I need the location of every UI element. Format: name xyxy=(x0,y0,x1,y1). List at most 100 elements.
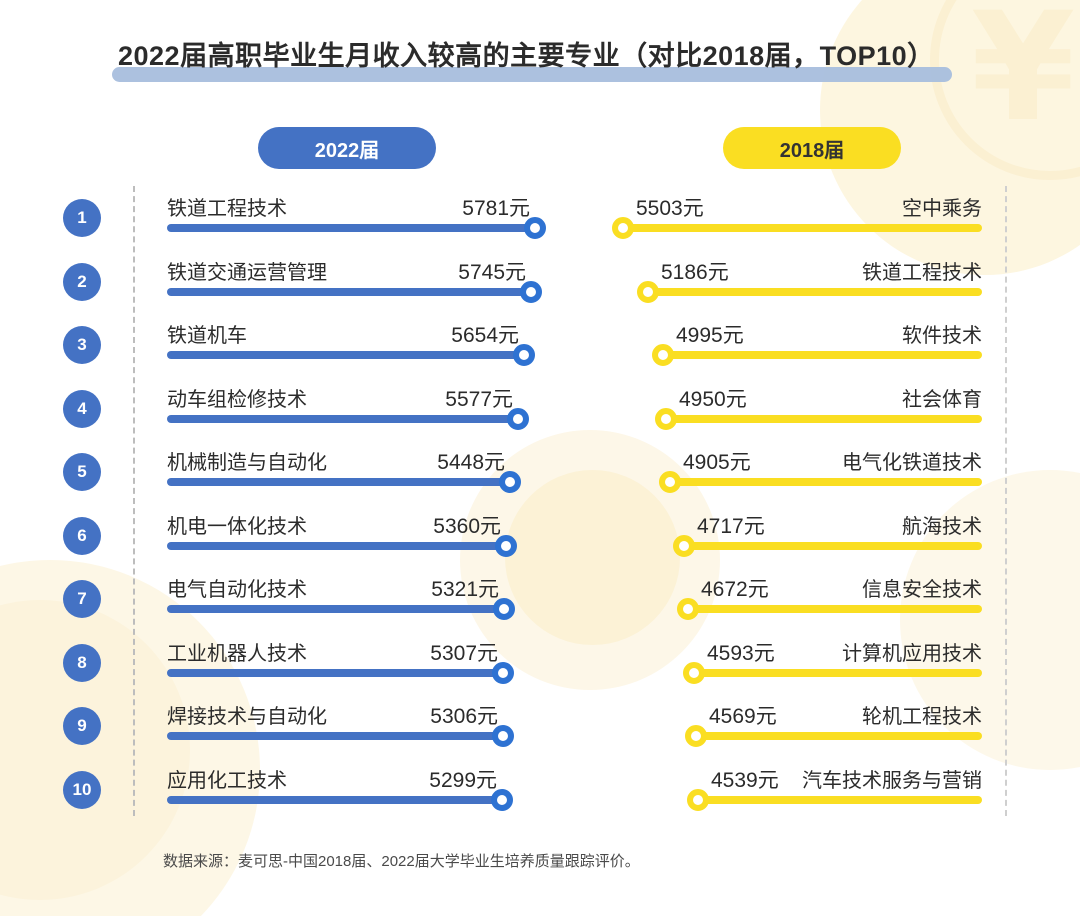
value-label: 4950元 xyxy=(679,387,747,411)
table-row: 3 铁道机车 5654元 xyxy=(0,317,560,379)
value-label: 5186元 xyxy=(661,260,729,284)
bar-endpoint-knob xyxy=(491,788,513,811)
table-row: 10 应用化工技术 5299元 xyxy=(0,762,560,824)
value-label: 4672元 xyxy=(701,578,769,601)
major-label: 电气自动化技术 xyxy=(167,579,307,601)
table-row: 4717元 航海技术 xyxy=(600,508,1080,570)
title-text: 2022届高职毕业生月收入较高的主要专业（对比2018届，TOP10） xyxy=(118,41,935,71)
rank-badge: 3 xyxy=(63,326,101,364)
bar-2018 xyxy=(695,732,982,740)
table-row: 8 工业机器人技术 5307元 xyxy=(0,635,560,697)
value-label: 4717元 xyxy=(697,514,765,538)
table-row: 4539元 汽车技术服务与营销 xyxy=(600,762,1080,824)
divider-dashed-left xyxy=(133,186,135,816)
table-row: 6 机电一体化技术 5360元 xyxy=(0,508,560,570)
value-label: 5360元 xyxy=(433,514,501,538)
table-row: 4950元 社会体育 xyxy=(600,381,1080,443)
value-label: 5781元 xyxy=(462,197,530,220)
column-header-2022: 2022届 xyxy=(258,127,436,169)
major-label: 机电一体化技术 xyxy=(167,515,307,538)
bar-2018 xyxy=(687,605,982,613)
value-label: 5654元 xyxy=(451,324,519,347)
major-label: 铁道工程技术 xyxy=(167,198,287,220)
rank-badge: 5 xyxy=(63,453,101,491)
major-label: 软件技术 xyxy=(902,325,982,347)
table-row: 4569元 轮机工程技术 xyxy=(600,698,1080,760)
rank-badge: 2 xyxy=(63,262,101,301)
value-label: 5503元 xyxy=(636,197,704,220)
rank-badge: 8 xyxy=(63,643,101,682)
table-row: 2 铁道交通运营管理 5745元 xyxy=(0,254,560,316)
major-label: 电气化铁道技术 xyxy=(842,452,982,474)
table-row: 5 机械制造与自动化 5448元 xyxy=(0,444,560,506)
value-label: 5321元 xyxy=(431,578,499,601)
bar-endpoint-knob xyxy=(520,280,542,303)
value-label: 4593元 xyxy=(707,641,775,665)
bar-2018 xyxy=(665,414,982,423)
value-label: 4995元 xyxy=(676,324,744,347)
bar-endpoint-knob xyxy=(673,534,695,557)
bar-endpoint-knob xyxy=(652,344,674,366)
table-row: 9 焊接技术与自动化 5306元 xyxy=(0,698,560,760)
bar-endpoint-knob xyxy=(492,725,514,747)
bar-2022 xyxy=(167,732,506,740)
major-label: 航海技术 xyxy=(902,515,982,538)
rank-badge: 4 xyxy=(63,389,101,428)
value-label: 5448元 xyxy=(437,451,505,474)
major-label: 汽车技术服务与营销 xyxy=(802,769,982,792)
page-title: 2022届高职毕业生月收入较高的主要专业（对比2018届，TOP10） xyxy=(112,36,952,82)
bar-2018 xyxy=(693,668,982,677)
bar-2022 xyxy=(167,414,521,423)
title-underline-bar xyxy=(112,67,952,82)
major-label: 轮机工程技术 xyxy=(862,706,982,728)
table-row: 4905元 电气化铁道技术 xyxy=(600,444,1080,506)
major-label: 工业机器人技术 xyxy=(167,642,307,665)
column-header-2018: 2018届 xyxy=(723,127,901,169)
rank-badge: 1 xyxy=(63,199,101,237)
major-label: 计算机应用技术 xyxy=(842,642,982,665)
bar-endpoint-knob xyxy=(655,407,677,430)
major-label: 信息安全技术 xyxy=(862,579,982,601)
bar-2018 xyxy=(683,541,982,550)
bar-endpoint-knob xyxy=(685,725,707,747)
major-label: 铁道工程技术 xyxy=(862,261,982,284)
bar-endpoint-knob xyxy=(612,217,634,239)
bar-2022 xyxy=(167,351,527,359)
table-row: 7 电气自动化技术 5321元 xyxy=(0,571,560,633)
table-row: 4593元 计算机应用技术 xyxy=(600,635,1080,697)
rank-badge: 9 xyxy=(63,707,101,745)
bar-2018 xyxy=(697,795,982,804)
major-label: 焊接技术与自动化 xyxy=(167,706,327,728)
rank-badge: 7 xyxy=(63,580,101,618)
bar-endpoint-knob xyxy=(677,598,699,620)
bar-endpoint-knob xyxy=(507,407,529,430)
bar-2022 xyxy=(167,541,509,550)
major-label: 空中乘务 xyxy=(902,198,982,220)
bar-2018 xyxy=(662,351,982,359)
bar-endpoint-knob xyxy=(683,661,705,684)
bar-2018 xyxy=(647,287,982,296)
bar-2018 xyxy=(669,478,982,486)
table-row: 4672元 信息安全技术 xyxy=(600,571,1080,633)
bar-2022 xyxy=(167,668,506,677)
table-row: 4 动车组检修技术 5577元 xyxy=(0,381,560,443)
bar-endpoint-knob xyxy=(659,471,681,493)
value-label: 5306元 xyxy=(430,705,498,728)
major-label: 机械制造与自动化 xyxy=(167,452,327,474)
major-label: 应用化工技术 xyxy=(167,769,287,792)
major-label: 动车组检修技术 xyxy=(167,388,307,411)
bar-2022 xyxy=(167,478,513,486)
rank-badge: 6 xyxy=(63,516,101,555)
bar-endpoint-knob xyxy=(513,344,535,366)
major-label: 社会体育 xyxy=(902,388,982,411)
value-label: 5577元 xyxy=(445,387,513,411)
value-label: 4905元 xyxy=(683,451,751,474)
bar-2022 xyxy=(167,795,505,804)
table-row: 4995元 软件技术 xyxy=(600,317,1080,379)
rank-badge: 10 xyxy=(63,770,101,809)
bar-endpoint-knob xyxy=(524,217,546,239)
table-row: 5503元 空中乘务 xyxy=(600,190,1080,252)
bar-endpoint-knob xyxy=(687,788,709,811)
bar-2018 xyxy=(622,224,982,232)
